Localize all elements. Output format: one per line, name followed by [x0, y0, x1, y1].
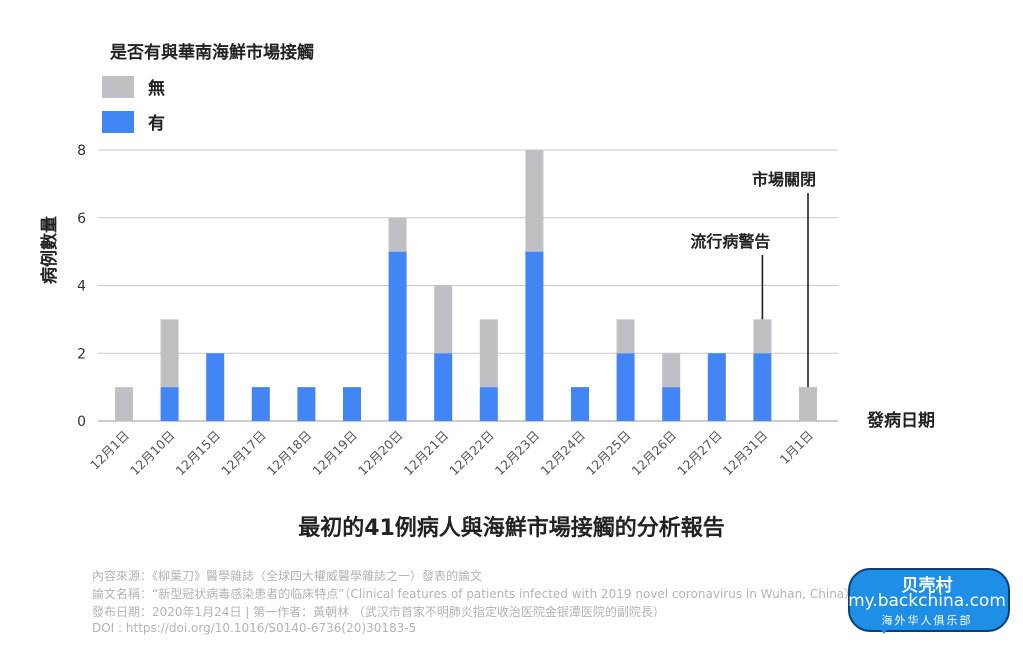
- legend-item-none: 無: [102, 74, 165, 99]
- source-line-4: DOI : https://doi.org/10.1016/S0140-6736…: [92, 621, 417, 635]
- watermark-name: 贝壳村: [901, 576, 953, 596]
- bar-segment: [616, 319, 635, 354]
- x-tick-label: 12月25日: [583, 428, 634, 479]
- x-tick-label: 12月10日: [127, 428, 178, 479]
- bar-segment: [388, 251, 407, 421]
- chart-title: 最初的41例病人與海鮮市場接觸的分析報告: [298, 516, 725, 541]
- y-tick-label: 4: [77, 279, 86, 295]
- x-tick-label: 12月21日: [401, 428, 452, 479]
- source-line-2: 論文名稱：“新型冠状病毒感染患者的临床特点”（Clinical features…: [92, 587, 857, 601]
- x-tick-label: 12月26日: [629, 428, 680, 479]
- watermark-url: my.backchina.com: [848, 591, 1006, 611]
- bar-segment: [434, 353, 453, 421]
- bar-segment: [251, 387, 270, 421]
- x-tick-labels: 12月1日12月10日12月15日12月17日12月18日12月19日12月20…: [87, 428, 816, 479]
- bar-segment: [434, 285, 453, 354]
- bar-segment: [753, 353, 772, 421]
- bar-segment: [799, 387, 817, 421]
- legend-label-none: 無: [148, 79, 165, 99]
- bar-segment: [115, 387, 133, 421]
- bar-segment: [662, 387, 681, 421]
- x-tick-label: 12月1日: [87, 428, 132, 473]
- bar-segment: [525, 150, 544, 252]
- x-tick-label: 12月19日: [309, 428, 360, 479]
- bar-segment: [343, 387, 361, 421]
- x-tick-label: 12月24日: [537, 428, 588, 479]
- y-tick-labels: 0 2 4 6 8: [77, 143, 86, 430]
- x-tick-label: 12月22日: [446, 428, 497, 479]
- x-tick-label: 12月20日: [355, 428, 406, 479]
- bar-segment: [525, 251, 544, 421]
- source-line-1: 內容來源：《柳葉刀》醫學雜誌（全球四大權威醫學雜誌之一）發表的論文: [92, 569, 483, 583]
- bar-segment: [297, 387, 316, 421]
- legend-title: 是否有與華南海鮮市場接觸: [110, 43, 314, 63]
- watermark-bubble-tail: [874, 620, 894, 634]
- y-tick-label: 2: [77, 346, 86, 362]
- y-tick-label: 0: [77, 414, 86, 430]
- x-tick-label: 12月17日: [218, 428, 269, 479]
- annotation-label: 市場關閉: [752, 170, 816, 189]
- bar-segment: [160, 319, 179, 388]
- y-tick-label: 8: [77, 143, 86, 159]
- x-tick-label: 12月31日: [720, 428, 771, 479]
- x-tick-label: 12月18日: [264, 428, 315, 479]
- bar-segment: [206, 353, 225, 421]
- legend-swatch-none: [102, 75, 134, 98]
- bar-segment: [388, 217, 407, 252]
- source-line-3: 發布日期：2020年1月24日 | 第一作者：黃朝林 （武汉市首家不明肺炎指定收…: [92, 605, 665, 619]
- bar-segment: [707, 353, 726, 421]
- bar-segment: [662, 353, 681, 388]
- watermark-slogan: 海外华人俱乐部: [881, 614, 973, 627]
- x-tick-label: 12月15日: [173, 428, 224, 479]
- bar-segment: [753, 319, 772, 354]
- x-tick-label: 12月27日: [674, 428, 725, 479]
- stacked-bar-chart: 0 2 4 6 8 12月1日12月10日12月15日12月17日12月18日12月19…: [39, 143, 935, 479]
- annotations: 流行病警告 市場關閉: [690, 170, 816, 388]
- bar-segment: [160, 387, 179, 421]
- legend-swatch-yes: [102, 110, 134, 133]
- y-axis-label: 病例數量: [39, 216, 60, 284]
- bar-segment: [616, 353, 635, 421]
- watermark-logo: 贝壳村 my.backchina.com 海外华人俱乐部: [848, 568, 1010, 638]
- bar-segment: [479, 387, 498, 421]
- bar-segment: [479, 319, 498, 388]
- x-axis-label: 發病日期: [866, 410, 935, 431]
- y-tick-label: 6: [77, 211, 86, 227]
- bar-segment: [571, 387, 589, 421]
- legend-label-yes: 有: [148, 114, 165, 134]
- x-tick-label: 12月23日: [492, 428, 543, 479]
- x-tick-label: 1月1日: [777, 428, 817, 468]
- bars: [115, 150, 817, 421]
- annotation-label: 流行病警告: [690, 232, 770, 251]
- legend-item-yes: 有: [102, 109, 165, 134]
